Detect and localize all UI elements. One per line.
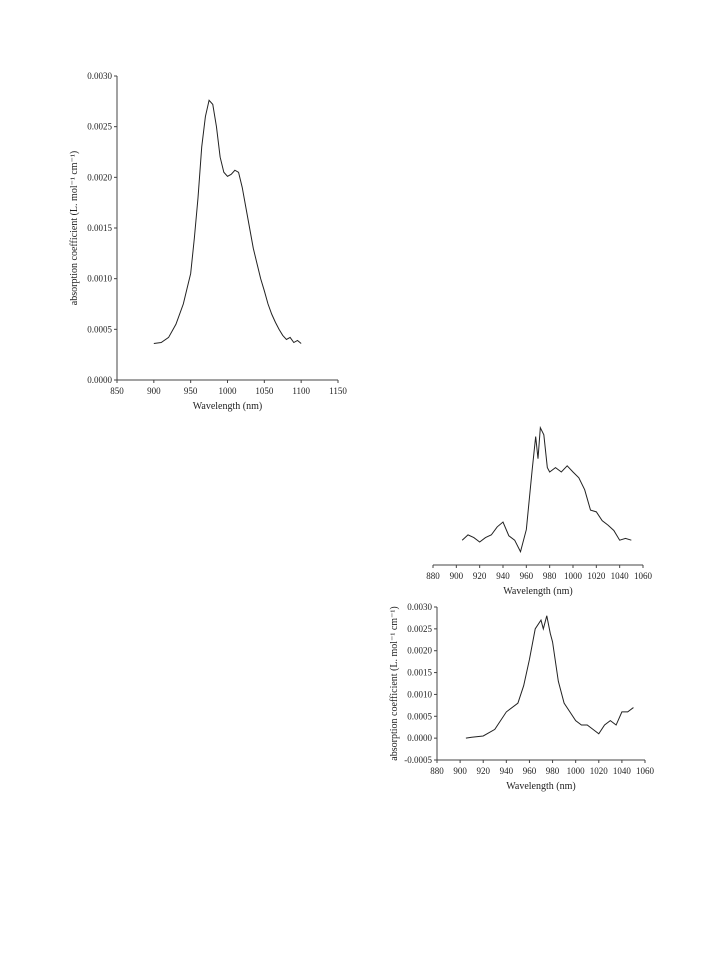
x-axis-title: Wavelength (nm) — [503, 586, 572, 597]
x-tick-label: 920 — [476, 766, 490, 776]
x-tick-label: 900 — [453, 766, 467, 776]
y-tick-label: 0.0010 — [407, 689, 432, 699]
x-tick-label: 1000 — [567, 766, 586, 776]
x-tick-label: 1060 — [636, 766, 655, 776]
x-tick-label: 940 — [500, 766, 514, 776]
x-tick-label: 1060 — [634, 571, 653, 581]
x-axis-title: Wavelength (nm) — [193, 401, 262, 412]
y-tick-label: 0.0015 — [87, 223, 112, 233]
x-tick-label: 900 — [147, 386, 161, 396]
y-tick-label: 0.0025 — [407, 624, 432, 634]
y-tick-label: 0.0020 — [87, 172, 112, 182]
x-tick-label: 880 — [426, 571, 440, 581]
x-axis-title: Wavelength (nm) — [506, 781, 575, 792]
x-tick-label: 940 — [496, 571, 510, 581]
x-tick-label: 1150 — [329, 386, 347, 396]
y-axis-title: absorption coefficient (L. mol⁻¹ cm⁻¹) — [389, 606, 400, 760]
data-line — [465, 615, 634, 739]
x-tick-label: 880 — [430, 766, 444, 776]
y-tick-label: 0.0005 — [87, 324, 112, 334]
x-tick-label: 1020 — [587, 571, 606, 581]
x-tick-label: 850 — [110, 386, 124, 396]
y-tick-label: 0.0015 — [407, 668, 432, 678]
y-tick-label: 0.0000 — [407, 733, 432, 743]
x-tick-label: 960 — [523, 766, 537, 776]
x-tick-label: 960 — [520, 571, 534, 581]
x-tick-label: 1020 — [590, 766, 609, 776]
y-tick-label: 0.0000 — [87, 375, 112, 385]
y-tick-label: 0.0020 — [407, 646, 432, 656]
x-tick-label: 1000 — [564, 571, 583, 581]
x-tick-label: 1040 — [611, 571, 630, 581]
x-tick-label: 950 — [184, 386, 198, 396]
data-line — [153, 99, 302, 345]
x-tick-label: 900 — [450, 571, 464, 581]
y-tick-label: -0.0005 — [404, 755, 432, 765]
y-tick-label: 0.0030 — [407, 602, 432, 612]
y-axis-title: absorption coefficient (L. mol⁻¹ cm⁻¹) — [69, 151, 80, 305]
x-tick-label: 1000 — [219, 386, 238, 396]
y-tick-label: 0.0025 — [87, 122, 112, 132]
x-tick-label: 1050 — [255, 386, 274, 396]
y-tick-label: 0.0005 — [407, 711, 432, 721]
x-tick-label: 980 — [543, 571, 557, 581]
x-tick-label: 920 — [473, 571, 487, 581]
x-tick-label: 1040 — [613, 766, 632, 776]
y-tick-label: 0.0030 — [87, 71, 112, 81]
data-line — [461, 425, 632, 554]
x-tick-label: 1100 — [292, 386, 310, 396]
y-tick-label: 0.0010 — [87, 274, 112, 284]
x-tick-label: 980 — [546, 766, 560, 776]
